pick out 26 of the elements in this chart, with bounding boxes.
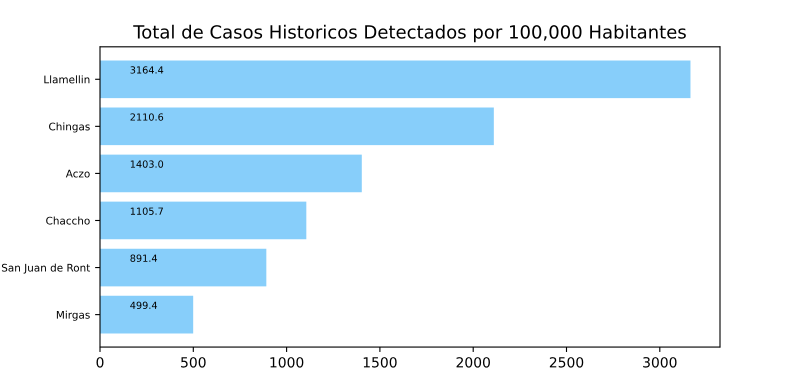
y-tick-label: Chaccho bbox=[46, 216, 90, 225]
y-tick-label: Aczo bbox=[66, 170, 90, 178]
x-tick-label: 500 bbox=[181, 357, 206, 368]
y-tick-label: Chingas bbox=[49, 122, 90, 132]
y-tick-label: Mirgas bbox=[56, 310, 90, 321]
x-tick-label: 1000 bbox=[270, 357, 304, 368]
x-tick-label: 2000 bbox=[456, 357, 490, 368]
chart-title: Total de Casos Historicos Detectados por 100,000 Habitantes bbox=[133, 24, 686, 42]
bar bbox=[100, 108, 494, 146]
x-tick-label: 1500 bbox=[364, 357, 397, 368]
x-tick-label: 2500 bbox=[550, 357, 584, 368]
x-tick-label: 0 bbox=[96, 357, 104, 368]
y-tick-label: San Juan de Ront bbox=[2, 264, 90, 274]
x-tick-label: 3000 bbox=[643, 357, 677, 368]
bar bbox=[100, 248, 266, 286]
data-label: 1403.0 bbox=[130, 160, 164, 168]
y-tick-label: Llamellin bbox=[44, 75, 90, 84]
data-label: 499.4 bbox=[130, 302, 158, 309]
data-label: 891.4 bbox=[130, 254, 158, 262]
bar bbox=[100, 202, 306, 240]
bar bbox=[100, 60, 690, 98]
data-label: 1105.7 bbox=[130, 207, 163, 215]
data-label: 3164.4 bbox=[130, 66, 164, 74]
data-label: 2110.6 bbox=[130, 113, 164, 121]
bar bbox=[100, 154, 362, 192]
bar bbox=[100, 296, 194, 334]
